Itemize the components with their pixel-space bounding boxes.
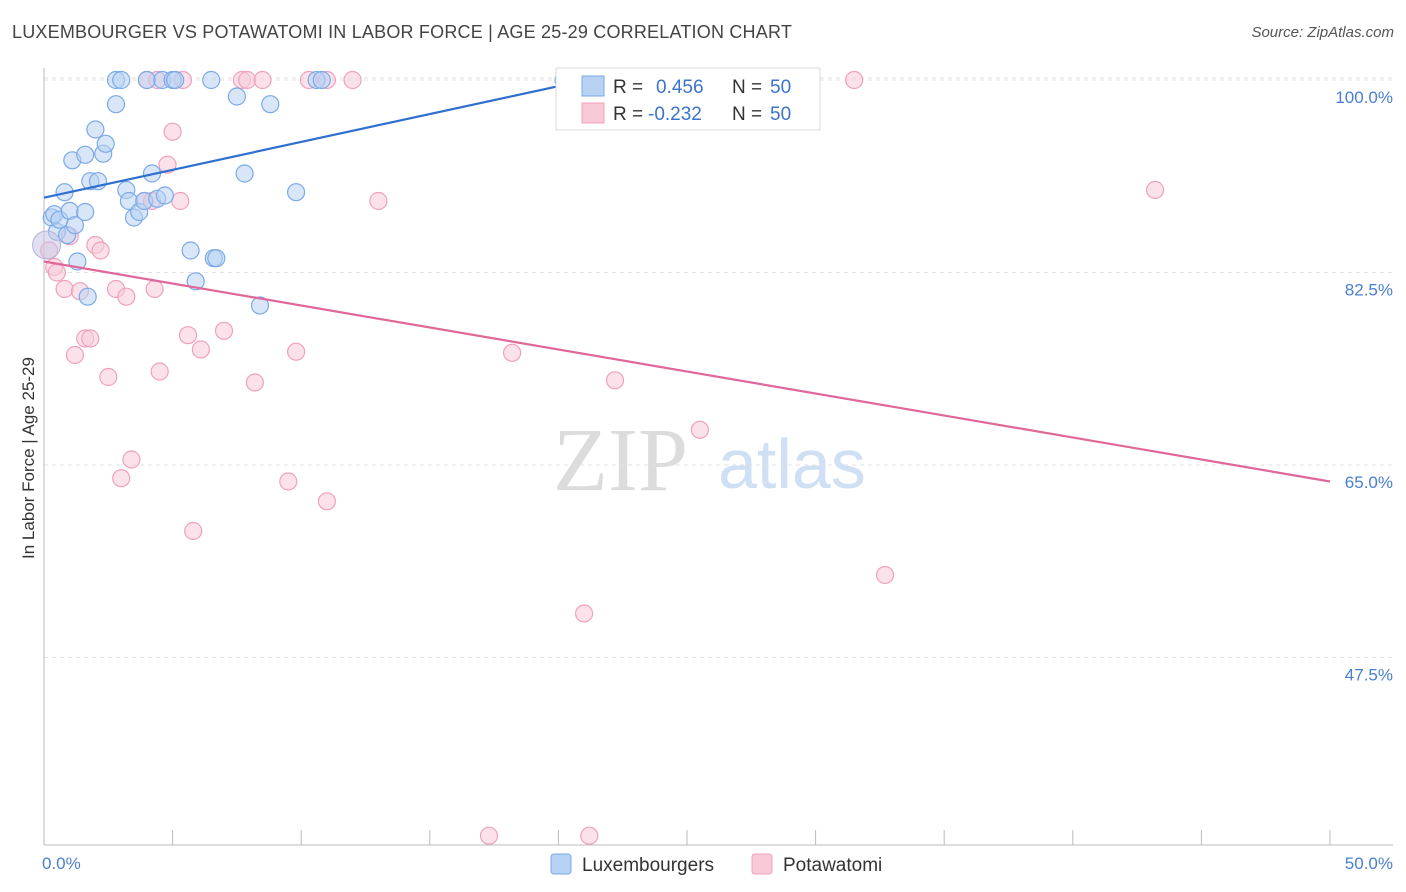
chart-title: LUXEMBOURGER VS POTAWATOMI IN LABOR FORC…: [12, 22, 793, 42]
point-luxembourgers-42: [287, 183, 306, 202]
point-potawatomi-33: [574, 604, 594, 623]
correlation-legend: R = 0.456 N = 50 R = -0.232 N = 50: [555, 67, 821, 131]
point-luxembourgers-14: [86, 120, 105, 139]
legend-r-value-2: -0.232: [648, 104, 702, 125]
point-potawatomi-19: [150, 362, 169, 381]
point-potawatomi-30: [317, 492, 336, 511]
point-potawatomi-2: [47, 263, 67, 282]
point-potawatomi-3: [55, 279, 74, 299]
point-luxembourgers-10: [76, 202, 95, 222]
point-potawatomi-8: [81, 329, 100, 348]
y-tick-label-1: 82.5%: [1345, 281, 1393, 300]
watermark-zip: ZIP: [553, 411, 688, 510]
point-luxembourgers-12: [78, 287, 97, 306]
point-potawatomi-10: [91, 241, 110, 260]
y-axis-label: In Labor Force | Age 25-29: [19, 357, 38, 559]
point-luxembourgers-40: [250, 296, 270, 315]
point-luxembourgers-34: [186, 272, 205, 291]
point-luxembourgers-44: [312, 70, 331, 90]
point-potawatomi-43: [253, 70, 272, 90]
legend-r-value-1: 0.456: [656, 77, 704, 98]
point-potawatomi-27: [245, 373, 264, 392]
point-luxembourgers-18: [106, 95, 126, 114]
point-potawatomi-29: [287, 342, 306, 361]
point-luxembourgers-37: [207, 249, 226, 268]
point-potawatomi-14: [117, 287, 136, 306]
point-potawatomi-49: [580, 826, 599, 845]
point-potawatomi-11: [99, 367, 118, 387]
point-potawatomi-42: [238, 70, 257, 90]
point-luxembourgers-33: [181, 241, 200, 260]
trend-line-luxembourgers: [43, 76, 598, 199]
legend-n-label-2: N =: [732, 104, 762, 125]
point-potawatomi-35: [690, 420, 710, 439]
x-tick-label-min: 0.0%: [42, 854, 81, 873]
point-potawatomi-13: [112, 469, 131, 488]
point-potawatomi-37: [1145, 180, 1165, 200]
watermark-atlas: atlas: [718, 425, 866, 503]
point-potawatomi-25: [191, 340, 210, 359]
legend-n-value-2: 50: [770, 104, 791, 125]
series-legend-swatch-potawatomi: [751, 853, 773, 875]
point-potawatomi-34: [605, 371, 625, 390]
point-luxembourgers-39: [235, 164, 254, 183]
legend-swatch-potawatomi: [581, 102, 605, 124]
legend-r-label-1: R =: [613, 77, 643, 98]
point-potawatomi-21: [163, 122, 182, 141]
point-potawatomi-48: [479, 826, 499, 845]
point-potawatomi-22: [171, 191, 190, 211]
point-potawatomi-24: [184, 521, 203, 541]
point-luxembourgers-32: [166, 70, 185, 90]
series-legend: Luxembourgers Potawatomi: [550, 853, 882, 876]
point-potawatomi-47: [845, 70, 864, 90]
point-potawatomi-26: [214, 321, 234, 340]
point-luxembourgers-41: [261, 95, 280, 114]
watermark: ZIP atlas: [553, 411, 866, 510]
point-luxembourgers-38: [227, 87, 246, 106]
point-potawatomi-31: [369, 191, 388, 211]
y-tick-label-3: 47.5%: [1345, 666, 1393, 685]
point-luxembourgers-11: [76, 145, 95, 164]
source-credit: Source: ZipAtlas.com: [1251, 24, 1394, 41]
point-luxembourgers-35: [202, 70, 221, 90]
point-luxembourgers-26: [137, 70, 156, 90]
point-potawatomi-5: [65, 345, 85, 365]
legend-swatch-luxembourgers: [581, 75, 605, 97]
point-luxembourgers-17: [96, 134, 115, 153]
legend-n-value-1: 50: [770, 77, 791, 98]
x-tick-label-max: 50.0%: [1345, 854, 1393, 873]
point-potawatomi-15: [122, 450, 141, 469]
point-luxembourgers-20: [112, 70, 131, 90]
point-cluster-origin: [32, 230, 62, 260]
series-legend-swatch-luxembourgers: [550, 853, 572, 875]
point-potawatomi-18: [145, 279, 164, 299]
point-luxembourgers-30: [155, 186, 174, 205]
series-legend-label-potawatomi: Potawatomi: [783, 855, 882, 876]
legend-r-label-2: R =: [613, 104, 643, 125]
point-potawatomi-28: [279, 472, 298, 491]
legend-n-label-1: N =: [732, 77, 762, 98]
point-potawatomi-23: [178, 326, 198, 345]
y-tick-label-0: 100.0%: [1335, 88, 1393, 107]
point-luxembourgers-8: [65, 216, 85, 235]
series-legend-label-luxembourgers: Luxembourgers: [582, 855, 714, 876]
point-potawatomi-46: [343, 70, 362, 90]
trend-line-potawatomi: [43, 260, 1331, 483]
point-potawatomi-32: [502, 343, 522, 362]
point-potawatomi-36: [875, 565, 895, 585]
y-tick-label-2: 65.0%: [1345, 473, 1393, 492]
